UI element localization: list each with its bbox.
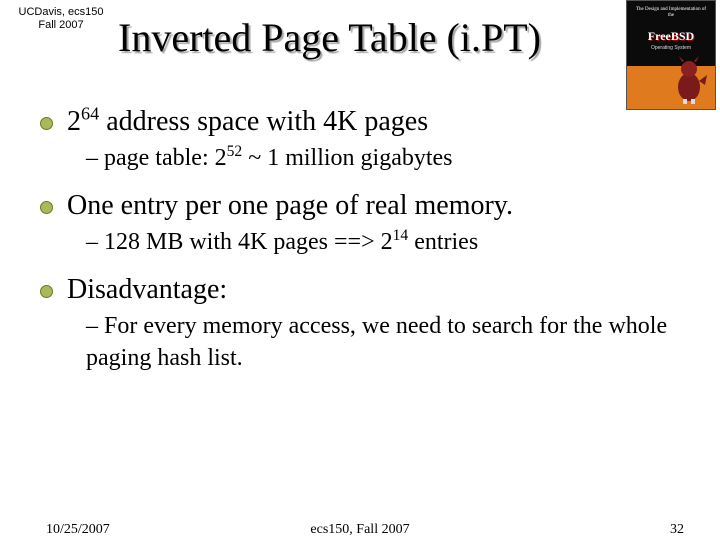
- bullet-main-pre: 2: [67, 106, 81, 137]
- footer-course: ecs150, Fall 2007: [310, 522, 409, 538]
- sub-pre: – For every memory access, we need to se…: [86, 313, 667, 370]
- bullet-dot-icon: [40, 285, 53, 298]
- course-header: UCDavis, ecs150 Fall 2007: [6, 6, 116, 31]
- bullet-main-post: Disadvantage:: [67, 274, 227, 305]
- sub-bullet: – 128 MB with 4K pages ==> 214 entries: [86, 227, 690, 258]
- book-subtitle: Operating System: [637, 45, 705, 51]
- bullet-item: Disadvantage:: [40, 272, 690, 307]
- bullet-main-sup: 64: [81, 104, 99, 124]
- sub-sup: 52: [227, 143, 243, 160]
- bullet-dot-icon: [40, 117, 53, 130]
- sub-sup: 14: [393, 227, 409, 244]
- bullet-main-post: address space with 4K pages: [99, 106, 428, 137]
- book-tagline: The Design and Implementation of the: [633, 7, 709, 19]
- course-line-2: Fall 2007: [38, 19, 83, 31]
- sub-bullet: – page table: 252 ~ 1 million gigabytes: [86, 143, 690, 174]
- sub-bullet: – For every memory access, we need to se…: [86, 311, 676, 373]
- sub-pre: – page table: 2: [86, 145, 227, 171]
- footer-page-number: 32: [670, 522, 684, 538]
- sub-pre: – 128 MB with 4K pages ==> 2: [86, 229, 393, 255]
- bullet-dot-icon: [40, 201, 53, 214]
- sub-post: ~ 1 million gigabytes: [242, 145, 452, 171]
- sub-post: entries: [408, 229, 478, 255]
- bullet-item: One entry per one page of real memory.: [40, 188, 690, 223]
- bullet-text: Disadvantage:: [67, 272, 227, 307]
- slide-title: Inverted Page Table (i.PT): [118, 14, 541, 61]
- bullet-main-post: One entry per one page of real memory.: [67, 190, 513, 221]
- bullet-text: 264 address space with 4K pages: [67, 104, 428, 139]
- slide-content: 264 address space with 4K pages – page t…: [40, 90, 690, 374]
- bullet-text: One entry per one page of real memory.: [67, 188, 513, 223]
- bullet-item: 264 address space with 4K pages: [40, 104, 690, 139]
- book-logo: FreeBSD: [637, 29, 705, 44]
- footer-date: 10/25/2007: [46, 522, 110, 538]
- course-line-1: UCDavis, ecs150: [19, 6, 104, 18]
